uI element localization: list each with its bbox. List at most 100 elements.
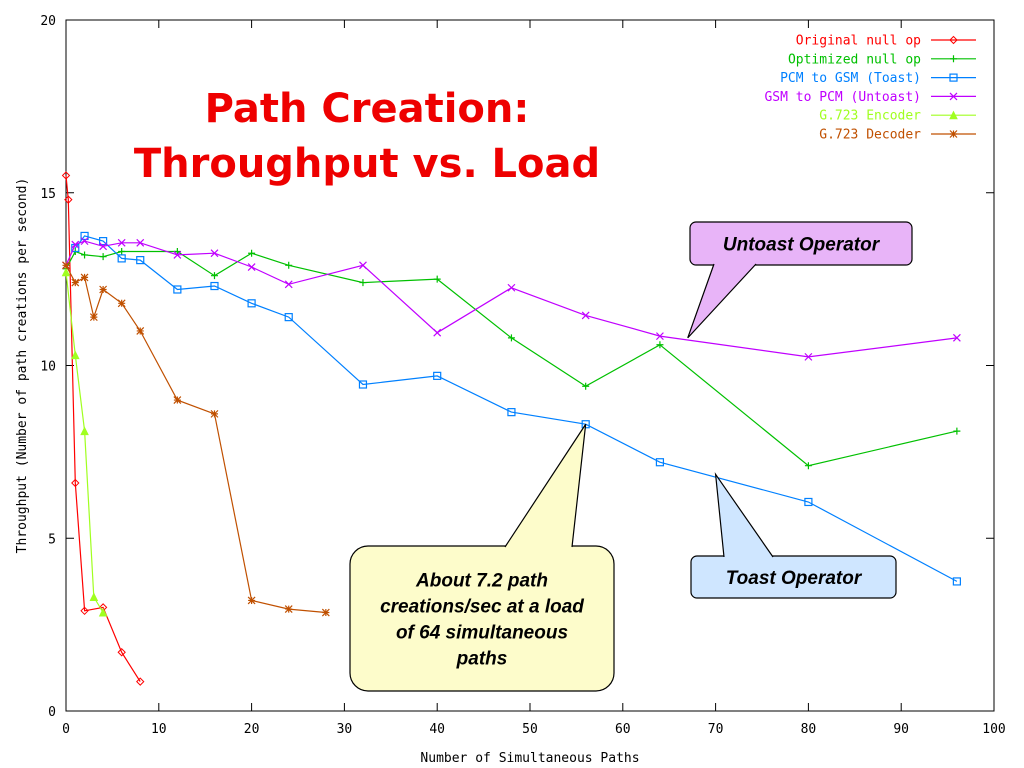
data-point: [433, 371, 442, 380]
data-point: [99, 285, 108, 294]
chart-title-line: Throughput vs. Load: [134, 141, 600, 187]
data-point: [80, 426, 89, 436]
data-point: [507, 334, 515, 342]
series-0: [61, 171, 145, 686]
data-point: [173, 285, 182, 294]
data-point: [117, 254, 126, 263]
data-point: [655, 458, 665, 467]
data-point: [804, 497, 813, 507]
legend-marker: [950, 55, 957, 63]
chart-title: Path Creation: Throughput vs. Load: [134, 86, 600, 187]
series-line: [74, 235, 958, 582]
data-point: [656, 341, 664, 349]
data-point: [62, 261, 70, 270]
callout-2: About 7.2 path creations/sec at a load of …: [349, 423, 615, 692]
data-point: [98, 607, 108, 617]
data-point: [284, 313, 293, 322]
series-5: [62, 261, 330, 617]
callout-text: Toast Operator: [726, 568, 863, 589]
data-point: [210, 409, 219, 418]
data-point: [247, 263, 256, 271]
legend-label: G.723 Decoder: [819, 128, 921, 143]
data-point: [358, 380, 368, 389]
legend-marker: [949, 92, 958, 101]
data-point: [99, 253, 107, 261]
series-layer: [61, 171, 961, 686]
x-tick-label: 80: [801, 722, 817, 737]
data-point: [70, 350, 80, 360]
data-point: [582, 382, 590, 390]
callout-text: About 7.2 path creations/sec at a load of …: [380, 571, 584, 670]
legend-label: GSM to PCM (Untoast): [764, 90, 921, 105]
legend-marker: [949, 35, 958, 45]
axis-ticks: 0 10 20 30 40 50 60 70 80 90 100 0 5 10 15 20: [40, 14, 1005, 737]
data-point: [71, 240, 80, 249]
data-point: [117, 648, 126, 657]
callout-tail-outline: [687, 263, 757, 339]
data-point: [952, 577, 961, 586]
data-point: [655, 332, 664, 341]
y-tick-label: 15: [40, 187, 56, 202]
data-point: [433, 275, 441, 283]
x-tick-label: 20: [244, 722, 260, 737]
data-point: [507, 283, 516, 292]
x-tick-label: 40: [429, 722, 445, 737]
data-point: [136, 256, 145, 265]
data-point: [80, 231, 89, 241]
series-line: [65, 272, 104, 613]
data-point: [64, 195, 73, 204]
data-point: [99, 237, 108, 246]
y-tick-label: 10: [40, 360, 56, 375]
data-point: [804, 352, 813, 361]
data-point: [248, 249, 256, 257]
data-point: [117, 299, 126, 308]
data-point: [80, 273, 89, 282]
callout-text-line: Toast Operator: [726, 568, 863, 589]
callout-0: Untoast Operator: [687, 221, 913, 339]
data-point: [89, 592, 99, 601]
data-point: [247, 596, 256, 605]
callout-box: [349, 545, 615, 692]
data-point: [173, 247, 181, 255]
data-point: [284, 280, 293, 289]
data-point: [136, 677, 145, 686]
callout-box: [690, 555, 897, 599]
callout-1: Toast Operator: [690, 472, 897, 599]
data-point: [321, 608, 330, 617]
x-tick-label: 50: [522, 722, 538, 737]
callout-box: [689, 221, 913, 266]
legend-label: G.723 Encoder: [819, 109, 921, 124]
chart-title-line: Path Creation:: [205, 86, 530, 132]
data-point: [433, 328, 442, 337]
data-point: [71, 478, 80, 488]
y-axis-title: Throughput (Number of path creations per…: [15, 178, 30, 554]
series-1: [62, 247, 961, 470]
data-point: [210, 249, 219, 258]
data-point: [89, 313, 98, 322]
x-tick-label: 70: [708, 722, 724, 737]
data-point: [99, 242, 108, 251]
data-point: [953, 427, 961, 435]
legend-label: Optimized null op: [788, 52, 921, 67]
callouts: Untoast Operator Toast Operator About 7.2 …: [349, 221, 913, 692]
x-tick-label: 100: [982, 722, 1005, 737]
data-point: [80, 237, 89, 246]
x-tick-label: 90: [893, 722, 909, 737]
data-point: [136, 327, 145, 335]
data-point: [81, 251, 89, 259]
y-tick-label: 20: [40, 14, 56, 29]
x-axis-title: Number of Simultaneous Paths: [420, 751, 639, 766]
y-tick-label: 5: [48, 532, 56, 547]
callout-text-line: of 64 simultaneous: [396, 623, 568, 644]
data-point: [581, 311, 590, 320]
callout-tail-outline: [504, 423, 587, 548]
callout-text-line: paths: [456, 649, 508, 670]
data-point: [173, 251, 182, 259]
legend-marker: [949, 73, 958, 82]
callout-text-line: creations/sec at a load: [380, 597, 584, 618]
data-point: [118, 247, 126, 255]
data-point: [71, 278, 80, 287]
data-point: [507, 408, 516, 417]
legend-label: Original null op: [796, 34, 921, 49]
series-4: [61, 267, 108, 617]
